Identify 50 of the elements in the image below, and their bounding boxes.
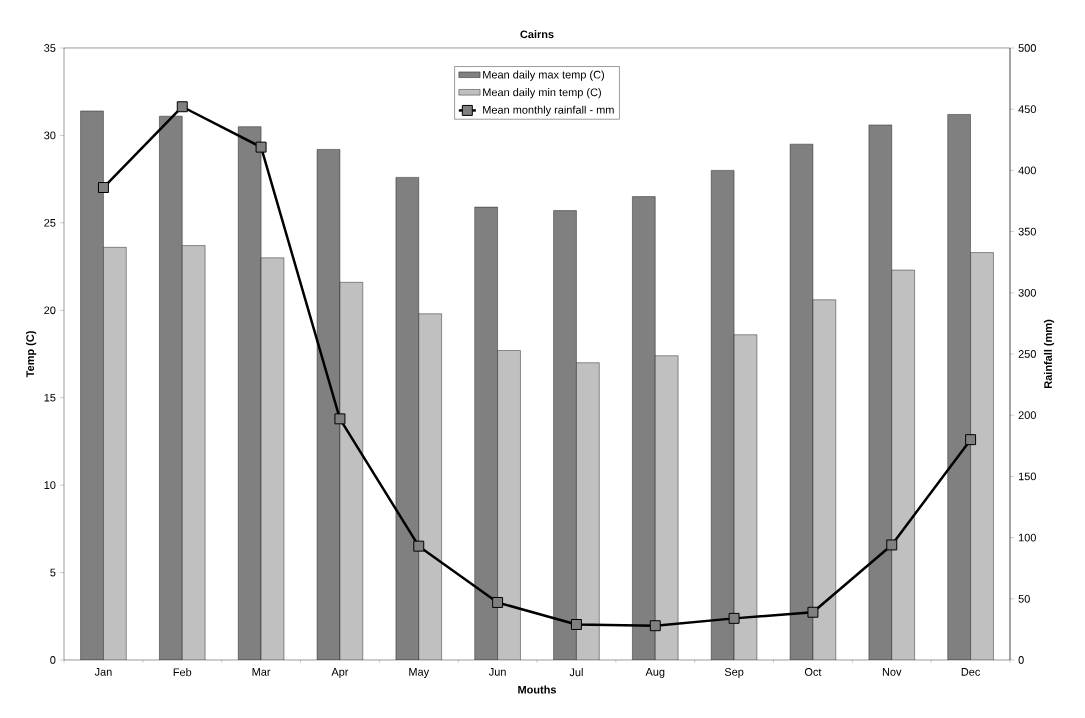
x-tick-label: Aug [645,668,665,678]
point [255,141,267,153]
chart-title: Cairns [520,30,554,39]
y2-tick-label: 0 [1018,656,1024,664]
x-tick-label: Jun [488,668,506,676]
x-tick-label: Jan [94,668,112,676]
y-tick-label: 20 [44,306,56,315]
x-tick-label: Feb [173,668,192,677]
y-tick-label: 35 [44,44,56,52]
x-tick-label: Mar [252,668,271,676]
y2-tick-label: 400 [1018,166,1036,175]
y2-tick-label: 350 [1018,227,1036,236]
y-axis-title: Temp (C) [26,331,37,378]
y-tick-label: 10 [44,481,56,490]
point [807,606,819,618]
point [176,101,188,113]
x-tick-label: Apr [331,668,349,678]
y-tick-label: 5 [50,568,56,577]
point [334,413,346,425]
y2-tick-label: 200 [1018,411,1036,420]
point [570,619,582,630]
x-tick-label: Nov [882,668,902,676]
point [886,539,898,551]
y2-tick-label: 250 [1018,350,1036,358]
point [965,434,977,446]
x-axis-title: Mouths [518,685,557,694]
y2-tick-label: 100 [1018,533,1036,542]
y2-tick-label: 50 [1018,594,1030,603]
y2-tick-label: 300 [1018,288,1036,297]
point [649,620,661,632]
x-tick-label: Sep [724,668,744,679]
x-tick-label: Dec [961,668,981,676]
point [492,596,504,608]
x-tick-label: Oct [804,668,822,676]
point [413,540,425,552]
y-tick-label: 25 [44,218,56,227]
x-tick-label: Jul [569,668,583,677]
legend-label: Mean monthly rainfall - mm [483,105,614,116]
y-tick-label: 15 [44,393,56,402]
y2-tick-label: 500 [1018,44,1036,52]
y2-tick-label: 450 [1018,105,1036,114]
y2-tick-label: 150 [1018,472,1036,481]
x-tick-label: May [409,668,430,678]
point [97,182,109,193]
legend-label: Mean daily min temp (C) [483,88,601,99]
legend-label: Mean daily max temp (C) [483,70,604,81]
point [728,612,740,624]
y-tick-label: 0 [50,656,56,664]
y-tick-label: 30 [44,131,56,140]
y2-axis-title: Rainfall (mm) [1043,319,1055,388]
